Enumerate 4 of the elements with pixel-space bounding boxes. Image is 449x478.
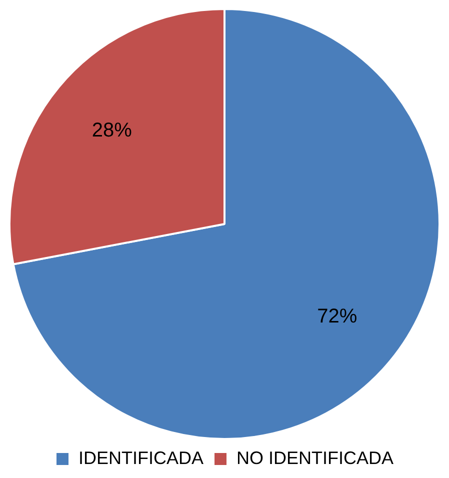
legend-label: IDENTIFICADA xyxy=(78,448,204,468)
data-label: 72% xyxy=(317,306,358,328)
legend-label: NO IDENTIFICADA xyxy=(236,448,394,468)
data-label: 28% xyxy=(92,119,132,142)
